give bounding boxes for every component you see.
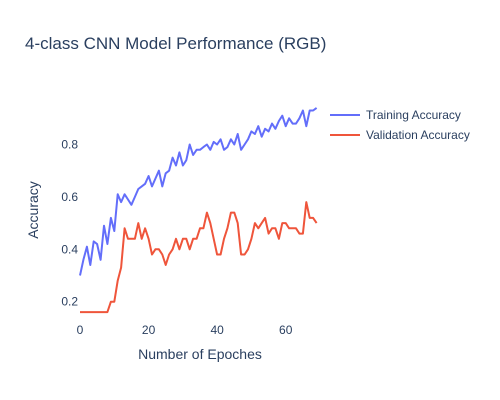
y-tick-label: 0.6 xyxy=(61,190,78,204)
x-axis-title: Number of Epoches xyxy=(138,346,262,362)
legend-swatch-training xyxy=(330,114,360,116)
x-tick-label: 40 xyxy=(210,323,224,337)
x-tick-label: 0 xyxy=(77,323,84,337)
legend-item-training[interactable]: Training Accuracy xyxy=(330,105,470,125)
chart-title: 4-class CNN Model Performance (RGB) xyxy=(25,34,327,53)
y-tick-label: 0.2 xyxy=(61,295,78,309)
y-axis-title: Accuracy xyxy=(25,181,41,239)
legend-swatch-validation xyxy=(330,134,360,136)
legend-label-training: Training Accuracy xyxy=(366,108,461,122)
series-line-training[interactable] xyxy=(79,107,318,276)
x-tick-label: 60 xyxy=(279,323,293,337)
y-tick-label: 0.8 xyxy=(61,138,78,152)
legend[interactable]: Training Accuracy Validation Accuracy xyxy=(330,105,470,145)
legend-item-validation[interactable]: Validation Accuracy xyxy=(330,125,470,145)
legend-label-validation: Validation Accuracy xyxy=(366,128,470,142)
y-tick-label: 0.4 xyxy=(61,242,78,256)
series-line-validation[interactable] xyxy=(80,201,318,314)
x-tick-label: 20 xyxy=(142,323,156,337)
